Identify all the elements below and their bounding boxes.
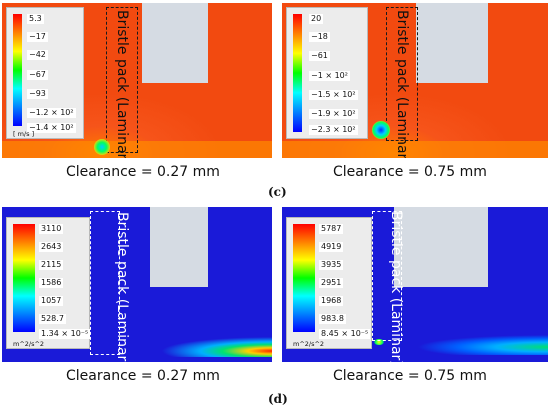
colorbar <box>293 14 302 132</box>
colorbar <box>13 14 22 126</box>
panel-label-d: (d) <box>268 392 288 406</box>
caption-right-turbulence: Clearance = 0.75 mm <box>333 368 487 384</box>
unit-label: m^2/s^2 <box>13 340 45 348</box>
colorbar <box>13 224 35 332</box>
caption-right-velocity: Clearance = 0.75 mm <box>333 164 487 180</box>
tick-label: 3935 <box>319 260 344 270</box>
hotspot <box>374 339 384 345</box>
rotor-block <box>150 207 208 287</box>
rotor-block <box>416 3 488 83</box>
tick-label: 8.45 × 10⁻⁵ <box>319 329 371 339</box>
bristle-pack-label: Bristle pack (Laminar) <box>388 211 404 362</box>
turbulence-legend-right: 5787 4919 3935 2951 1968 983.8 8.45 × 10… <box>286 217 372 349</box>
unit-label: [ m/s ] <box>13 130 35 138</box>
bristle-pack <box>386 7 418 141</box>
tick-label: 1.34 × 10⁻⁵ <box>39 329 91 339</box>
panel-label-c: (c) <box>268 185 287 199</box>
tick-label: 528.7 <box>39 314 66 324</box>
tick-label: −1 × 10² <box>309 71 350 81</box>
bristle-pack-label: Bristle pack (Laminar) <box>114 212 130 362</box>
tick-label: 983.8 <box>319 314 346 324</box>
rotor-block <box>142 3 208 83</box>
rotor-block <box>394 207 488 287</box>
tick-label: 4919 <box>319 242 344 252</box>
tick-label: 2951 <box>319 278 344 288</box>
turbulence-legend-left: 3110 2643 2115 1586 1057 528.7 1.34 × 10… <box>6 217 91 349</box>
tick-label: −1.9 × 10² <box>309 109 358 119</box>
tick-label: 5.3 <box>27 14 44 24</box>
tick-label: 20 <box>309 14 324 24</box>
tick-label: −1.4 × 10² <box>27 123 76 133</box>
turbulence-panel-right: Bristle pack (Laminar) 5787 4919 3935 29… <box>282 207 548 362</box>
tick-label: 3110 <box>39 224 64 234</box>
jet-plume <box>122 317 272 357</box>
bristle-pack-label: Bristle pack (Laminar) <box>394 10 410 158</box>
tick-label: 2643 <box>39 242 64 252</box>
tick-label: −18 <box>309 32 330 42</box>
shear-layer <box>282 141 548 158</box>
caption-left-velocity: Clearance = 0.27 mm <box>66 164 220 180</box>
bristle-pack <box>106 7 138 153</box>
tick-label: 1586 <box>39 278 64 288</box>
tick-label: 2115 <box>39 260 64 270</box>
jet-plume <box>362 315 548 355</box>
tick-label: −93 <box>27 89 48 99</box>
tick-label: −17 <box>27 32 48 42</box>
vortex-spot <box>372 121 390 139</box>
bristle-pack <box>90 211 120 355</box>
unit-label: m^2/s^2 <box>293 340 325 348</box>
tick-label: 1057 <box>39 296 64 306</box>
velocity-legend-right: 20 −18 −61 −1 × 10² −1.5 × 10² −1.9 × 10… <box>286 7 368 139</box>
velocity-panel-left: Bristle pack (Laminar) 5.3 −17 −42 −67 −… <box>2 3 272 158</box>
tick-label: −61 <box>309 51 330 61</box>
bristle-pack-label: Bristle pack (Laminar) <box>114 10 130 158</box>
bristle-pack <box>372 211 402 341</box>
tick-label: −2.3 × 10² <box>309 125 358 135</box>
vortex-spot <box>94 139 110 155</box>
turbulence-panel-left: Bristle pack (Laminar) 3110 2643 2115 15… <box>2 207 272 362</box>
tick-label: −1.2 × 10² <box>27 108 76 118</box>
tick-label: 1968 <box>319 296 344 306</box>
velocity-legend-left: 5.3 −17 −42 −67 −93 −1.2 × 10² −1.4 × 10… <box>6 7 84 139</box>
tick-label: −1.5 × 10² <box>309 90 358 100</box>
velocity-panel-right: Bristle pack (Laminar) 20 −18 −61 −1 × 1… <box>282 3 548 158</box>
tick-label: −42 <box>27 50 48 60</box>
tick-label: 5787 <box>319 224 344 234</box>
tick-label: −67 <box>27 70 48 80</box>
caption-left-turbulence: Clearance = 0.27 mm <box>66 368 220 384</box>
colorbar <box>293 224 315 332</box>
